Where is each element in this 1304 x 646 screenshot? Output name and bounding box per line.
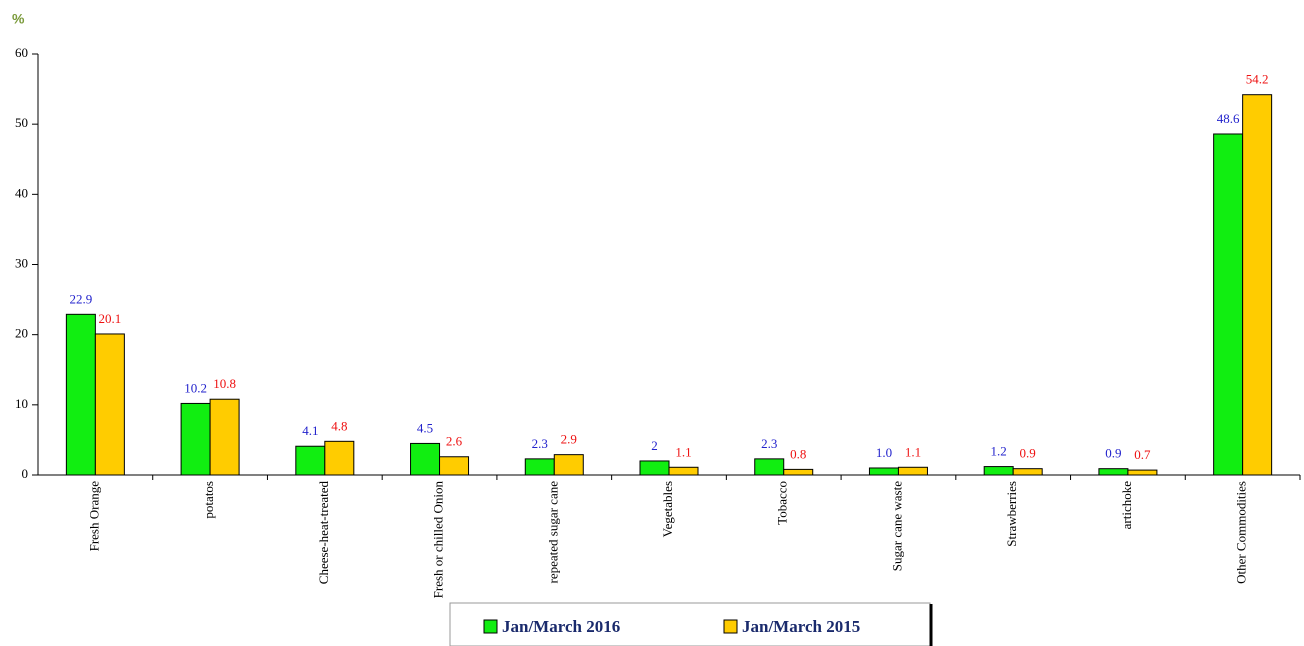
bar: [295, 445, 326, 476]
bar: [1242, 94, 1273, 476]
y-axis-label: %: [12, 11, 25, 27]
value-label: 54.2: [1246, 72, 1269, 87]
bar: [410, 442, 441, 476]
x-tick-label: Cheese-heat-treated: [316, 481, 331, 585]
x-tick-label: Strawberries: [1004, 481, 1019, 547]
y-tick-label: 20: [15, 326, 28, 341]
x-tick-label: Tobacco: [775, 481, 790, 525]
bar: [668, 466, 699, 476]
value-label: 20.1: [98, 311, 121, 326]
x-tick-label: Sugar cane waste: [889, 481, 904, 571]
legend-swatch: [483, 619, 498, 634]
value-label: 1.1: [675, 444, 691, 459]
legend-box: [449, 602, 931, 646]
legend-label: Jan/March 2015: [742, 617, 860, 636]
bar: [1213, 133, 1244, 476]
bar: [180, 402, 211, 476]
y-tick-label: 0: [22, 466, 29, 481]
bar: [1127, 469, 1158, 476]
bar: [639, 460, 670, 476]
bar: [783, 468, 814, 476]
bar: [94, 333, 125, 476]
bar: [1098, 468, 1129, 476]
value-label: 4.5: [417, 420, 433, 435]
y-tick-label: 60: [15, 45, 28, 60]
value-label: 0.9: [1020, 446, 1036, 461]
y-tick-label: 30: [15, 255, 28, 270]
x-tick-label: Other Commodities: [1234, 481, 1249, 584]
value-label: 2.9: [561, 432, 577, 447]
bar: [439, 456, 470, 476]
value-label: 4.1: [302, 423, 318, 438]
value-label: 22.9: [69, 291, 92, 306]
y-tick-label: 50: [15, 115, 28, 130]
x-tick-label: repeated sugar cane: [545, 481, 560, 584]
value-label: 2.3: [761, 436, 777, 451]
x-tick-label: potatos: [201, 481, 216, 519]
bar: [524, 458, 555, 476]
value-label: 2.3: [532, 436, 548, 451]
y-tick-label: 40: [15, 185, 28, 200]
bar: [754, 458, 785, 476]
legend-label: Jan/March 2016: [502, 617, 620, 636]
x-tick-label: Fresh Orange: [86, 481, 101, 552]
value-label: 1.0: [876, 445, 892, 460]
legend-swatch: [723, 619, 738, 634]
bar: [324, 440, 355, 476]
value-label: 4.8: [331, 418, 347, 433]
x-tick-label: Fresh or chilled Onion: [431, 481, 446, 599]
value-label: 1.1: [905, 444, 921, 459]
bar: [553, 454, 584, 476]
value-label: 0.8: [790, 446, 806, 461]
value-label: 0.7: [1134, 447, 1151, 462]
bar: [209, 398, 240, 476]
value-label: 1.2: [991, 444, 1007, 459]
bar: [65, 313, 96, 476]
value-label: 10.8: [213, 376, 236, 391]
value-label: 0.9: [1105, 446, 1121, 461]
value-label: 2: [651, 438, 658, 453]
value-label: 48.6: [1217, 111, 1240, 126]
value-label: 10.2: [184, 380, 207, 395]
bar: [983, 466, 1014, 476]
bar: [868, 467, 899, 476]
bar: [1012, 468, 1043, 476]
x-tick-label: artichoke: [1119, 481, 1134, 530]
bar: [897, 466, 928, 476]
value-label: 2.6: [446, 434, 463, 449]
y-tick-label: 10: [15, 396, 28, 411]
x-tick-label: Vegetables: [660, 481, 675, 537]
